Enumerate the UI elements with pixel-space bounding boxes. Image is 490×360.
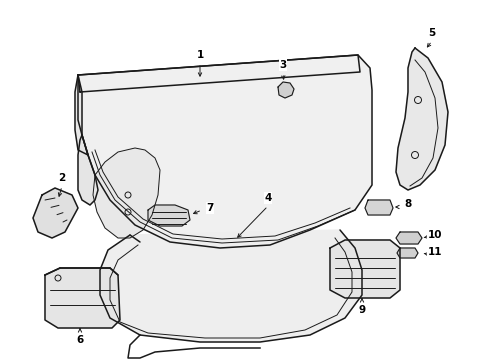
Polygon shape bbox=[78, 55, 360, 92]
Polygon shape bbox=[396, 48, 448, 190]
Polygon shape bbox=[45, 268, 120, 328]
Polygon shape bbox=[148, 205, 190, 226]
Polygon shape bbox=[78, 55, 372, 248]
Text: 1: 1 bbox=[196, 50, 204, 60]
Polygon shape bbox=[397, 248, 418, 258]
Text: 8: 8 bbox=[404, 199, 412, 209]
Text: 4: 4 bbox=[264, 193, 271, 203]
Polygon shape bbox=[278, 82, 294, 98]
Polygon shape bbox=[78, 135, 98, 205]
Polygon shape bbox=[93, 148, 160, 238]
Text: 7: 7 bbox=[206, 203, 214, 213]
Text: 5: 5 bbox=[428, 28, 436, 38]
Text: 6: 6 bbox=[76, 335, 84, 345]
Polygon shape bbox=[365, 200, 393, 215]
Text: 2: 2 bbox=[58, 173, 66, 183]
Text: 11: 11 bbox=[428, 247, 442, 257]
Polygon shape bbox=[75, 75, 88, 155]
Text: 9: 9 bbox=[359, 305, 366, 315]
Polygon shape bbox=[33, 188, 78, 238]
Polygon shape bbox=[330, 240, 400, 298]
Polygon shape bbox=[100, 230, 362, 342]
Text: 10: 10 bbox=[428, 230, 442, 240]
Polygon shape bbox=[396, 232, 422, 244]
Text: 3: 3 bbox=[279, 60, 287, 70]
